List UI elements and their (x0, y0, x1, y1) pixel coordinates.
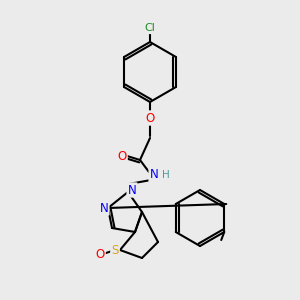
Text: N: N (128, 184, 136, 196)
Text: N: N (100, 202, 108, 214)
Text: O: O (95, 248, 105, 262)
Text: Cl: Cl (145, 23, 155, 33)
Text: O: O (146, 112, 154, 124)
Text: N: N (150, 169, 158, 182)
Text: O: O (117, 149, 127, 163)
Text: H: H (162, 170, 170, 180)
Text: S: S (111, 244, 119, 257)
